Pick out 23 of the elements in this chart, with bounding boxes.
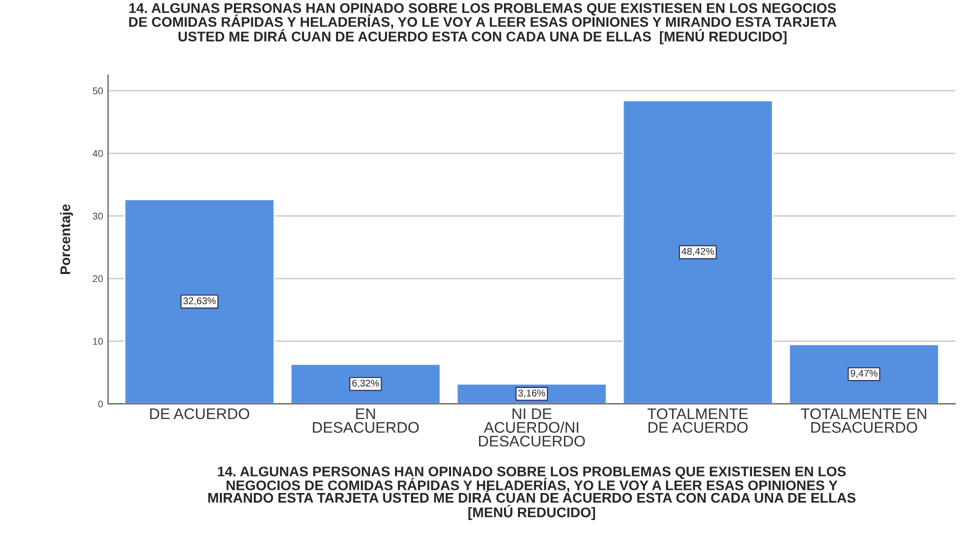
data-label: 48,42% [682,248,714,256]
data-label: 6,32% [352,380,380,388]
x-tick-label: TOTALMENTE EN DESACUERDO [800,408,926,433]
x-tick-label: TOTALMENTE DE ACUERDO [648,408,748,433]
x-tick-label: DE ACUERDO [150,408,250,420]
x-axis-title: 14. ALGUNAS PERSONAS HAN OPINADO SOBRE LOS PROBLEMAS QUE EXISTIESEN EN LOS NEGOCIOS DE COMIDAS RÁPIDAS Y HELADERÍAS, YO LE VOY A LEER ESAS OPINIONES Y MIRANDO ESTA TARJETA USTED ME DIRÁ CUAN DE ACUERDO ESTA CON CADA UNA DE ELLAS [MENÚ REDUCIDO] [208,466,856,520]
y-tick-label: 30 [92,212,103,220]
data-label: 3,16% [518,390,546,398]
y-tick-label: 20 [92,275,103,282]
x-tick-label: EN DESACUERDO [312,408,419,433]
bar [788,344,940,404]
bar [622,100,774,404]
y-tick-label: 10 [93,338,103,345]
data-label: 32,63% [183,297,216,306]
y-tick-label: 0 [98,400,103,408]
bar [290,363,442,404]
chart-title: 14. ALGUNAS PERSONAS HAN OPINADO SOBRE LOS PROBLEMAS QUE EXISTIESEN EN LOS NEGOCIOS DE COMIDAS RÁPIDAS Y HELADERÍAS, YO LE VOY A LEER ESAS OPINIONES Y MIRANDO ESTA TARJETA USTED ME DIRÁ CUAN DE ACUERDO ESTA CON CADA UNA DE ELLAS [MENÚ REDUCIDO] [129,3,836,44]
y-tick-label: 50 [92,87,103,94]
data-label: 9,47% [850,370,878,378]
bar [124,198,275,404]
y-tick-label: 40 [92,150,103,157]
y-axis-title: Porcentaje [60,204,73,274]
x-tick-label: NI DE ACUERDO/NI DESACUERDO [479,408,585,447]
